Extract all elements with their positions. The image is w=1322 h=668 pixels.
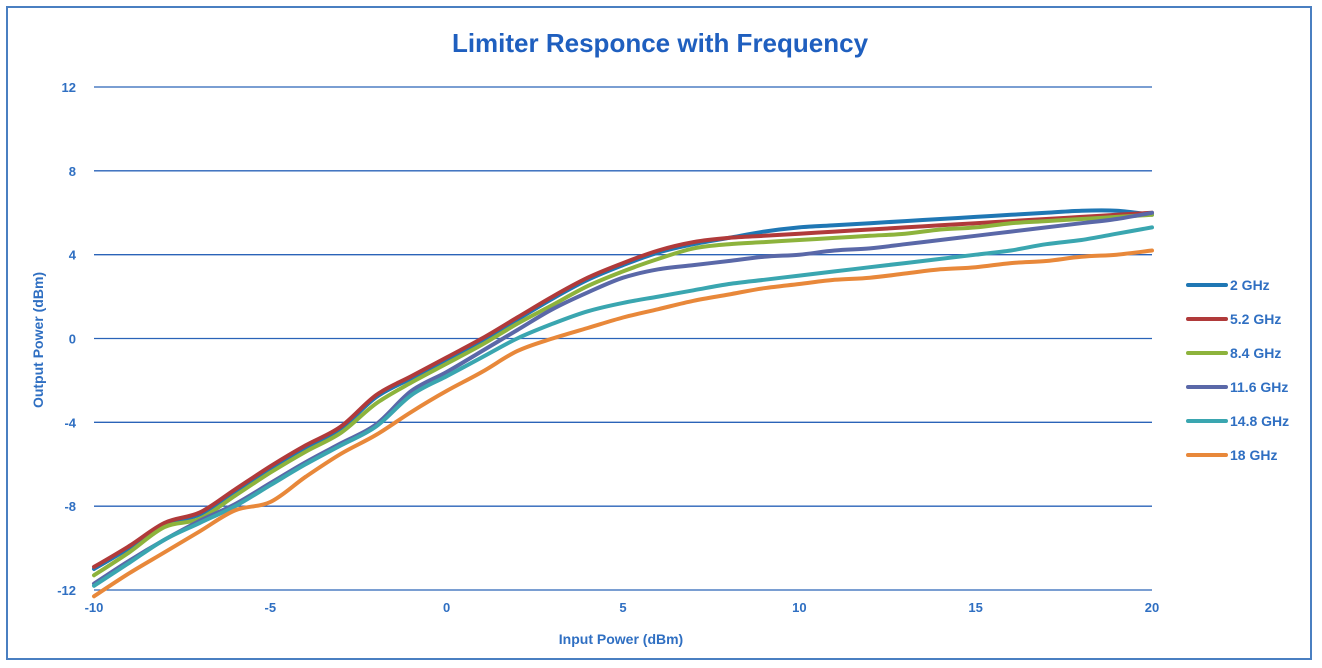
chart-frame (6, 6, 1312, 660)
series-line-8-4-ghz (92, 212, 1154, 578)
y-axis-ticks: -12 -8 -4 0 4 8 12 (57, 80, 77, 598)
legend-label: 11.6 GHz (1230, 379, 1288, 395)
series-line-11-6-ghz (92, 210, 1154, 586)
y-tick-label: 12 (62, 80, 76, 95)
legend-label: 2 GHz (1230, 277, 1270, 293)
chart-title: Limiter Responce with Frequency (452, 28, 869, 58)
series-line-5-2-ghz (92, 210, 1154, 569)
y-axis-label: Output Power (dBm) (30, 272, 46, 408)
y-tick-label: -4 (64, 415, 76, 430)
x-tick-label: 20 (1145, 600, 1159, 615)
legend: 2 GHz 5.2 GHz 8.4 GHz 11.6 GHz 14.8 GHz 18 GH… (1186, 277, 1289, 463)
legend-label: 8.4 GHz (1230, 345, 1281, 361)
y-tick-label: 8 (69, 164, 76, 179)
y-tick-label: -8 (64, 499, 76, 514)
x-tick-label: -10 (85, 600, 104, 615)
y-tick-label: 0 (69, 332, 76, 347)
x-axis-ticks: -10 -5 0 5 10 15 20 (85, 600, 1160, 615)
grid-lines (94, 86, 1152, 591)
x-tick-label: 5 (619, 600, 626, 615)
y-tick-label: 4 (69, 248, 77, 263)
x-tick-label: 10 (792, 600, 806, 615)
series-line-18-ghz (92, 248, 1154, 599)
x-tick-label: 15 (968, 600, 982, 615)
series-line-14-8-ghz (92, 225, 1154, 588)
legend-label: 18 GHz (1230, 447, 1277, 463)
y-tick-label: -12 (57, 583, 76, 598)
x-tick-label: 0 (443, 600, 450, 615)
legend-label: 5.2 GHz (1230, 311, 1281, 327)
legend-label: 14.8 GHz (1230, 413, 1289, 429)
x-tick-label: -5 (265, 600, 277, 615)
series-lines (92, 208, 1154, 599)
x-axis-label: Input Power (dBm) (559, 631, 683, 647)
